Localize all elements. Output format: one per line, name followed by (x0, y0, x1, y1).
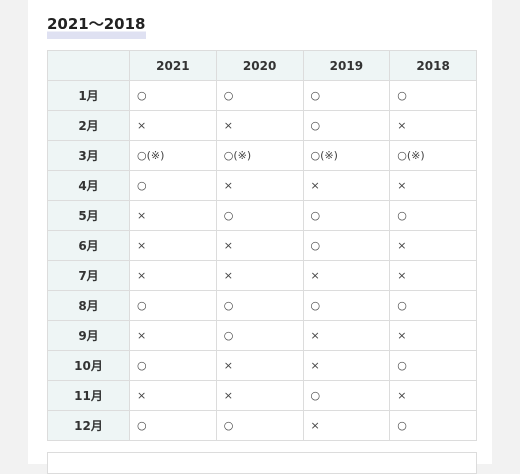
availability-cell: ○ (129, 410, 217, 441)
year-header: 2021 (129, 50, 217, 81)
availability-cell: × (389, 320, 477, 351)
content-card: 2021～2018 2021 2020 2019 2018 1月 ○ ○ ○ ○ 2月 × ×… (28, 0, 492, 474)
month-label: 12月 (47, 410, 130, 441)
year-header: 2018 (389, 50, 477, 81)
availability-cell: × (389, 170, 477, 201)
availability-cell: ○ (302, 110, 391, 141)
table-row: 12月 ○ ○ × ○ (47, 410, 477, 441)
availability-cell: ○(※) (389, 140, 477, 171)
table-row: 9月 × ○ × × (47, 320, 477, 351)
availability-cell: ○ (129, 350, 217, 381)
availability-cell: × (215, 260, 304, 291)
table-row: 8月 ○ ○ ○ ○ (47, 290, 477, 321)
month-label: 9月 (47, 320, 130, 351)
month-label: 1月 (47, 80, 130, 111)
availability-cell: ○ (215, 320, 304, 351)
table-row: 11月 × × ○ × (47, 380, 477, 411)
availability-cell: × (389, 260, 477, 291)
availability-cell: × (129, 380, 217, 411)
availability-cell: ○ (215, 290, 304, 321)
table-row: 2月 × × ○ × (47, 110, 477, 141)
availability-cell: × (302, 320, 391, 351)
table-row: 3月 ○(※) ○(※) ○(※) ○(※) (47, 140, 477, 171)
table-row: 6月 × × ○ × (47, 230, 477, 261)
availability-cell: ○ (389, 350, 477, 381)
availability-cell: ○(※) (302, 140, 391, 171)
availability-cell: ○ (302, 230, 391, 261)
availability-cell: ○(※) (215, 140, 304, 171)
month-label: 6月 (47, 230, 130, 261)
availability-cell: × (129, 110, 217, 141)
availability-cell: × (215, 350, 304, 381)
month-label: 11月 (47, 380, 130, 411)
table-row: 7月 × × × × (47, 260, 477, 291)
availability-cell: ○ (389, 200, 477, 231)
availability-cell: × (129, 200, 217, 231)
month-label: 7月 (47, 260, 130, 291)
month-label: 8月 (47, 290, 130, 321)
availability-cell: × (129, 320, 217, 351)
availability-cell: × (129, 260, 217, 291)
month-label: 4月 (47, 170, 130, 201)
availability-cell: ○ (389, 290, 477, 321)
availability-cell: × (215, 380, 304, 411)
month-label: 2月 (47, 110, 130, 141)
availability-cell: × (302, 410, 391, 441)
corner-cell (47, 50, 130, 81)
availability-cell: ○ (215, 410, 304, 441)
month-label: 5月 (47, 200, 130, 231)
availability-cell: ○ (302, 80, 391, 111)
availability-cell: ○ (129, 80, 217, 111)
availability-cell: × (302, 350, 391, 381)
section-heading: 2021～2018 (47, 14, 146, 39)
year-header: 2020 (215, 50, 304, 81)
availability-cell: ○ (302, 380, 391, 411)
availability-cell: ○ (215, 200, 304, 231)
availability-cell: ○ (215, 80, 304, 111)
availability-cell: × (215, 110, 304, 141)
month-label: 10月 (47, 350, 130, 381)
availability-cell: ○ (129, 170, 217, 201)
table-body: 1月 ○ ○ ○ ○ 2月 × × ○ × 3月 ○(※) ○(※) ○(※) ○(※) 4月 ○ × × × 5月 × ○… (47, 80, 477, 441)
year-header: 2019 (302, 50, 391, 81)
availability-cell: × (129, 230, 217, 261)
table-row: 10月 ○ × × ○ (47, 350, 477, 381)
availability-cell: ○ (129, 290, 217, 321)
availability-cell: × (215, 230, 304, 261)
availability-cell: × (215, 170, 304, 201)
availability-cell: ○ (302, 200, 391, 231)
month-label: 3月 (47, 140, 130, 171)
table-row: 5月 × ○ ○ ○ (47, 200, 477, 231)
availability-cell: × (389, 230, 477, 261)
availability-cell: × (389, 380, 477, 411)
header-row: 2021 2020 2019 2018 (47, 50, 477, 81)
availability-cell: × (389, 110, 477, 141)
availability-cell: × (302, 260, 391, 291)
availability-cell: ○ (302, 290, 391, 321)
next-section-box (47, 452, 477, 474)
table-row: 4月 ○ × × × (47, 170, 477, 201)
availability-cell: ○(※) (129, 140, 217, 171)
availability-cell: ○ (389, 410, 477, 441)
availability-table: 2021 2020 2019 2018 1月 ○ ○ ○ ○ 2月 × × ○ × 3月 ○(※) ○(… (47, 50, 477, 441)
table-row: 1月 ○ ○ ○ ○ (47, 80, 477, 111)
availability-cell: × (302, 170, 391, 201)
availability-cell: ○ (389, 80, 477, 111)
